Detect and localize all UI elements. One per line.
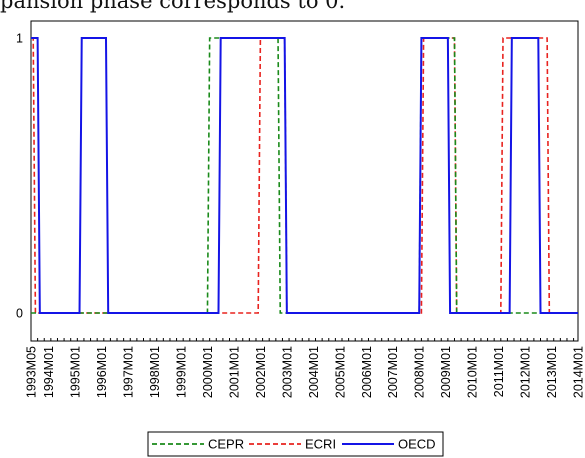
x-tick-label: 2010M01 — [466, 346, 480, 398]
x-tick-label: 1998M01 — [148, 346, 162, 398]
x-tick-label: 2003M01 — [280, 346, 294, 398]
x-tick-label: 2008M01 — [413, 346, 427, 398]
x-tick-label: 2001M01 — [227, 346, 241, 398]
x-tick-label: 2013M01 — [545, 346, 559, 398]
x-tick-label: 1999M01 — [174, 346, 188, 398]
x-tick-label: 2000M01 — [201, 346, 215, 398]
legend-label-cepr: CEPR — [208, 437, 244, 452]
x-tick-label: 2002M01 — [254, 346, 268, 398]
legend-label-ecri: ECRI — [305, 437, 336, 452]
series-line-oecd — [31, 37, 578, 314]
y-tick-label: 1 — [16, 32, 23, 46]
series-line-cepr — [31, 37, 578, 314]
series-layer — [31, 37, 578, 314]
plot-frame — [30, 20, 579, 342]
y-tick-label: 0 — [16, 307, 23, 321]
legend-label-oecd: OECD — [398, 437, 436, 452]
x-tick-label: 1997M01 — [122, 346, 136, 398]
x-tick-label: 1993M05 — [25, 346, 39, 398]
x-axis: 1993M05 1994M01 1995M01 1996M01 1997M01 1998M… — [25, 338, 585, 398]
x-tick-label: 2005M01 — [333, 346, 347, 398]
x-tick-label: 1994M01 — [42, 346, 56, 398]
x-tick-label: 2009M01 — [439, 346, 453, 398]
y-axis: 01 — [16, 32, 36, 321]
x-tick-label: 2006M01 — [360, 346, 374, 398]
x-tick-label: 2014M01 — [572, 346, 585, 398]
series-line-ecri — [31, 37, 578, 314]
x-tick-label: 2011M01 — [492, 346, 506, 397]
x-tick-label: 2004M01 — [307, 346, 321, 398]
legend: CEPR ECRI OECD — [147, 431, 444, 457]
x-tick-label: 2007M01 — [386, 346, 400, 398]
x-tick-label: 2012M01 — [519, 346, 533, 398]
x-tick-label: 1996M01 — [95, 346, 109, 398]
figure-caption-fragment: pansion phase corresponds to 0. — [0, 0, 346, 13]
x-tick-label: 1995M01 — [69, 346, 83, 398]
